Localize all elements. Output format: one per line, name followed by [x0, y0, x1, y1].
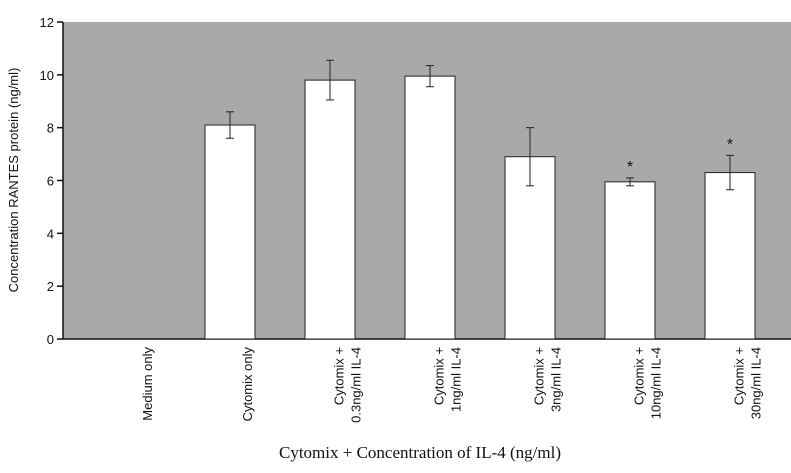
bar: [504, 156, 556, 340]
x-tick-label: 0.3ng/ml IL-4: [349, 347, 364, 423]
significance-marker: *: [627, 159, 633, 176]
bar: [304, 79, 356, 340]
y-tick-label: 4: [47, 226, 54, 241]
y-tick-label: 10: [40, 68, 54, 83]
bar: [404, 75, 456, 340]
x-tick-label: 30ng/ml IL-4: [749, 347, 764, 419]
x-tick-label: Cytomix +: [732, 347, 747, 405]
y-tick-label: 12: [40, 15, 54, 30]
x-tick-label: 1ng/ml IL-4: [449, 347, 464, 412]
bar: [604, 181, 656, 340]
y-axis-label: Concentration RANTES protein (ng/ml): [6, 68, 21, 293]
significance-marker: *: [727, 136, 733, 153]
x-tick-label: Cytomix +: [432, 347, 447, 405]
x-tick-label: Cytomix +: [632, 347, 647, 405]
y-tick-label: 8: [47, 121, 54, 136]
x-axis-label: Cytomix + Concentration of IL-4 (ng/ml): [279, 443, 561, 462]
x-tick-label: 10ng/ml IL-4: [649, 347, 664, 419]
bar: [204, 124, 256, 340]
y-tick-label: 6: [47, 174, 54, 189]
x-tick-label: Cytomix only: [240, 347, 255, 422]
x-tick-label: 3ng/ml IL-4: [549, 347, 564, 412]
y-tick-label: 0: [47, 332, 54, 347]
x-tick-label: Cytomix +: [332, 347, 347, 405]
x-tick-label: Medium only: [140, 347, 155, 421]
x-tick-label: Cytomix +: [532, 347, 547, 405]
y-tick-label: 2: [47, 279, 54, 294]
bar: [704, 172, 756, 340]
